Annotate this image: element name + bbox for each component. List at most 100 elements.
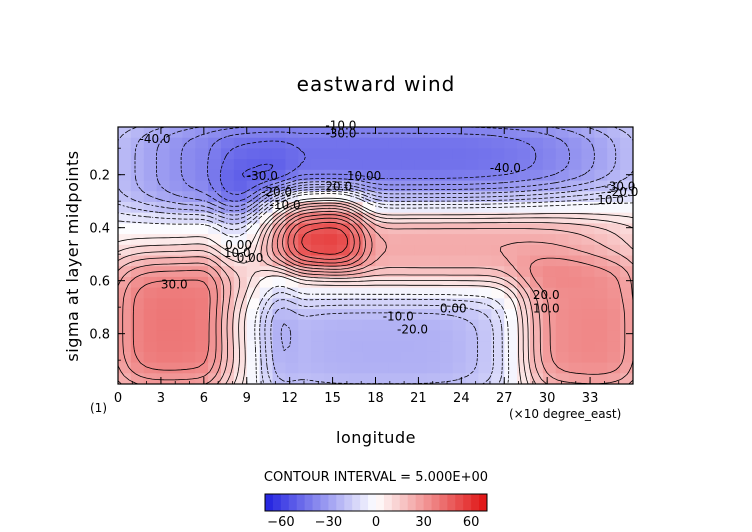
heatmap-cell — [259, 191, 274, 203]
heatmap-cell — [491, 255, 505, 267]
heatmap-cell — [568, 341, 583, 353]
heatmap-cell — [259, 212, 274, 224]
heatmap-cell — [375, 319, 389, 332]
heatmap-cell — [285, 276, 299, 289]
heatmap-cell — [375, 266, 389, 278]
heatmap-cell — [452, 127, 467, 139]
contour-line — [219, 140, 306, 195]
heatmap-cell — [517, 362, 531, 374]
heatmap-cell — [375, 137, 389, 150]
heatmap-cell — [478, 169, 492, 182]
heatmap-cell — [169, 244, 183, 257]
heatmap-cell — [439, 201, 454, 214]
heatmap-cell — [427, 127, 441, 139]
heatmap-cell — [349, 244, 364, 257]
heatmap-cell — [130, 169, 145, 182]
heatmap-cell — [388, 180, 402, 192]
heatmap-cell — [298, 319, 312, 332]
heatmap-cell — [221, 191, 235, 203]
heatmap-cell — [259, 373, 274, 384]
heatmap-cell — [208, 223, 222, 235]
heatmap-cell — [259, 255, 274, 267]
heatmap-cell — [530, 127, 544, 139]
heatmap-cell — [401, 276, 415, 289]
heatmap-cell — [375, 287, 389, 299]
heatmap-cell — [491, 234, 505, 246]
heatmap-cell — [233, 341, 248, 353]
heatmap-cell — [491, 276, 505, 289]
heatmap-cell — [195, 127, 209, 139]
heatmap-cell — [130, 309, 145, 321]
heatmap-cell — [311, 212, 325, 224]
heatmap-cell — [259, 309, 274, 321]
heatmap-cell — [594, 341, 608, 353]
heatmap-cell — [465, 276, 480, 289]
heatmap-cell — [349, 201, 364, 214]
heatmap-cell — [118, 244, 132, 257]
heatmap-cell — [568, 287, 583, 299]
heatmap-cell — [362, 287, 377, 299]
colorbar-segment — [415, 494, 424, 511]
heatmap-cell — [452, 159, 467, 171]
heatmap-cell — [324, 330, 338, 342]
heatmap-cell — [298, 255, 312, 267]
heatmap-cell — [259, 234, 274, 246]
contour-line — [155, 127, 595, 212]
x-tick-label: 33 — [582, 391, 599, 406]
heatmap-cell — [439, 255, 454, 267]
heatmap-cell — [298, 159, 312, 171]
heatmap-cell — [324, 201, 338, 214]
heatmap-cell — [182, 201, 196, 214]
heatmap-cell — [259, 276, 274, 289]
heatmap-cell — [182, 341, 196, 353]
heatmap-cell — [169, 191, 183, 203]
heatmap-cell — [324, 148, 338, 160]
heatmap-cell — [208, 159, 222, 171]
heatmap-cell — [530, 362, 544, 374]
colorbar-segment — [336, 494, 345, 511]
heatmap-cell — [465, 169, 480, 182]
heatmap-cell — [195, 362, 209, 374]
heatmap-cell — [233, 127, 248, 139]
heatmap-cell — [491, 137, 505, 150]
heatmap-cell — [594, 362, 608, 374]
heatmap-cell — [620, 341, 633, 353]
heatmap-cell — [362, 244, 377, 257]
heatmap-cell — [375, 169, 389, 182]
heatmap-cell — [362, 180, 377, 192]
heatmap-cell — [517, 169, 531, 182]
heatmap-cell — [285, 341, 299, 353]
heatmap-cell — [311, 298, 325, 310]
colorbar-segment — [407, 494, 417, 511]
heatmap-cell — [607, 159, 621, 171]
heatmap-cell — [336, 180, 351, 192]
heatmap-cell — [594, 266, 608, 278]
heatmap-cell — [272, 373, 286, 384]
heatmap-cell — [607, 319, 621, 332]
heatmap-cell — [311, 234, 325, 246]
heatmap-cell — [607, 341, 621, 353]
heatmap-cell — [401, 266, 415, 278]
heatmap-cell — [491, 148, 505, 160]
heatmap-cell — [414, 351, 428, 364]
heatmap-cell — [581, 137, 595, 150]
heatmap-cell — [414, 298, 428, 310]
heatmap-cell — [208, 191, 222, 203]
colorbar-segment — [304, 494, 313, 511]
heatmap-cell — [118, 148, 132, 160]
heatmap-cell — [401, 287, 415, 299]
contour-label: 10.00 — [347, 169, 381, 183]
heatmap-cell — [594, 255, 608, 267]
heatmap-cell — [169, 137, 183, 150]
heatmap-cell — [401, 169, 415, 182]
heatmap-cell — [324, 255, 338, 267]
heatmap-cell — [311, 180, 325, 192]
heatmap-cell — [156, 298, 171, 310]
heatmap-cell — [594, 148, 608, 160]
heatmap-cell — [465, 287, 480, 299]
heatmap-cell — [285, 362, 299, 374]
x-tick-label: 18 — [367, 391, 384, 406]
colorbar-segment — [344, 494, 353, 511]
heatmap-cell — [594, 373, 608, 384]
heatmap-cell — [362, 309, 377, 321]
